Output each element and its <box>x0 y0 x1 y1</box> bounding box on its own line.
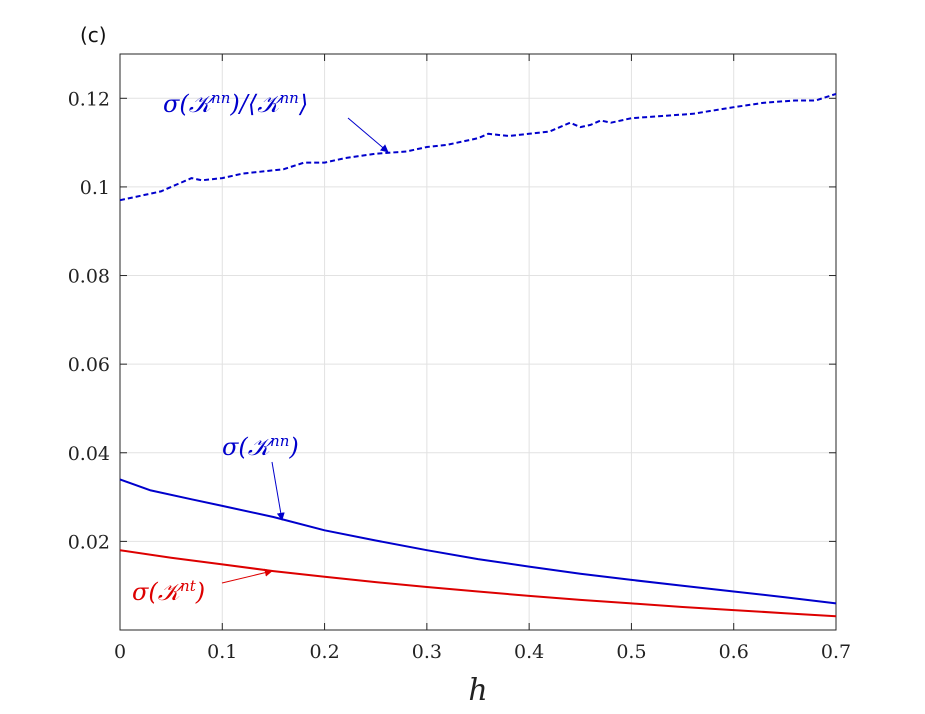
annotation-nt-arrow <box>221 568 273 584</box>
annotation-ratio-end: ⟩ <box>298 90 308 118</box>
x-tick-label: 0.2 <box>309 641 339 663</box>
annotation-nn-arrow <box>271 461 285 521</box>
annotation-nn: σ(𝒦nn) <box>222 432 299 461</box>
annotation-ratio-sup2: nn <box>279 89 298 107</box>
annotation-ratio: σ(𝒦nn)/⟨𝒦nn⟩ <box>163 89 308 118</box>
annotation-nn-sup: nn <box>270 432 289 450</box>
series-line-1 <box>119 478 837 605</box>
annotation-ratio-mid: )/⟨𝒦 <box>229 90 287 118</box>
x-tick-label: 0.4 <box>514 641 544 663</box>
y-tick-label: 0.12 <box>68 88 110 110</box>
y-tick-label: 0.02 <box>68 531 110 553</box>
x-axis-label: h <box>468 673 487 708</box>
x-tick-label: 0.5 <box>616 641 646 663</box>
series-line-2 <box>119 549 837 618</box>
series-line-0 <box>119 92 837 202</box>
plot-frame <box>119 53 837 631</box>
y-tick-label: 0.1 <box>80 177 110 199</box>
x-tick-label: 0.3 <box>412 641 442 663</box>
x-tick-label: 0.7 <box>821 641 851 663</box>
series-group <box>119 92 837 618</box>
annotation-nt: σ(𝒦nt) <box>132 577 205 606</box>
y-tick-label: 0.06 <box>68 354 110 376</box>
y-tick-label: 0.04 <box>68 443 110 465</box>
x-tick-label: 0.1 <box>207 641 237 663</box>
annotation-ratio-sup: nn <box>211 89 230 107</box>
annotation-nt-main: σ(𝒦 <box>132 578 188 606</box>
panel-label: (c) <box>80 23 107 47</box>
annotation-nn-end: ) <box>288 433 298 461</box>
grid-lines <box>120 54 836 630</box>
x-tick-label: 0.6 <box>719 641 749 663</box>
annotation-ratio-arrow <box>347 117 389 153</box>
x-tick-label: 0 <box>114 641 126 663</box>
y-tick-label: 0.08 <box>68 266 110 288</box>
annotation-nt-end: ) <box>195 578 205 606</box>
annotation-nt-sup: nt <box>180 577 197 595</box>
axis-ticks: 0 0.1 0.2 0.3 0.4 0.5 0.6 0.7 0.02 0.04 0.06 0.08 0.… <box>68 54 851 663</box>
annotation-ratio-main: σ(𝒦 <box>163 90 219 118</box>
annotation-nn-main: σ(𝒦 <box>222 433 278 461</box>
